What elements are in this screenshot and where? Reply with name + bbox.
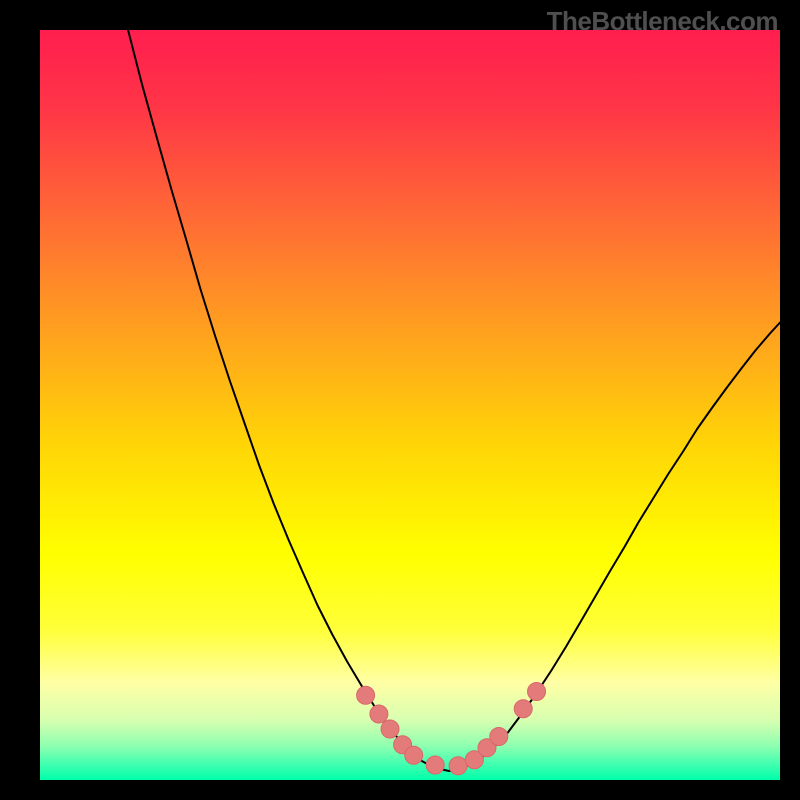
watermark-text: TheBottleneck.com <box>547 6 778 37</box>
chart-svg <box>0 0 800 800</box>
valley-marker <box>381 720 399 738</box>
valley-marker <box>528 683 546 701</box>
valley-marker <box>449 757 467 775</box>
chart-container: TheBottleneck.com <box>0 0 800 800</box>
valley-marker <box>426 756 444 774</box>
valley-marker <box>514 700 532 718</box>
valley-marker <box>357 686 375 704</box>
valley-marker <box>405 746 423 764</box>
valley-marker <box>490 728 508 746</box>
chart-gradient-bg <box>40 30 780 780</box>
valley-marker <box>370 705 388 723</box>
